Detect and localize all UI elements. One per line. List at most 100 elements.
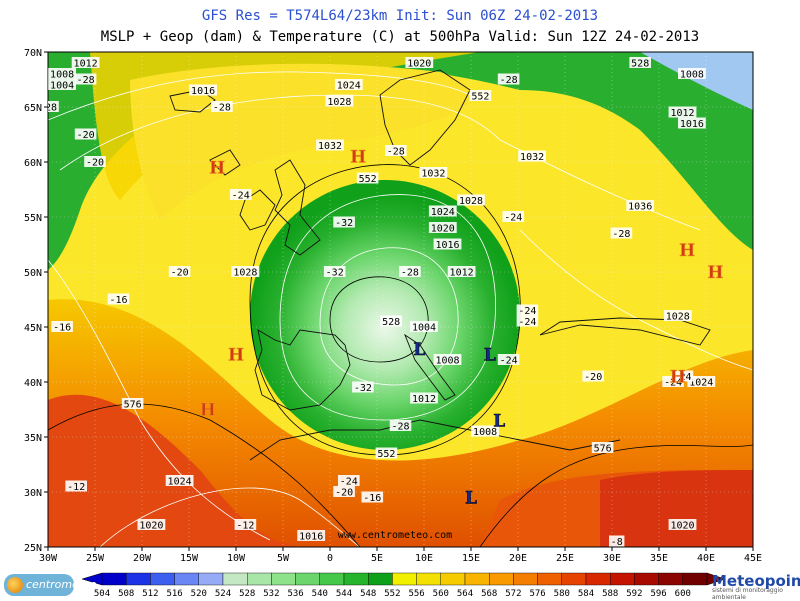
centrometeo-logo: centrometeo bbox=[4, 574, 97, 596]
lon-label: 10W bbox=[227, 553, 246, 564]
isobar-label: 1008 bbox=[435, 356, 459, 367]
isobar-label-bg bbox=[189, 84, 217, 96]
isobar-label-bg bbox=[71, 57, 100, 68]
map-fill-layer bbox=[48, 52, 753, 547]
geopotential-contours bbox=[48, 164, 753, 547]
temperature-label: -28 bbox=[391, 422, 409, 433]
temperature-label-bg bbox=[516, 304, 539, 316]
high-pressure-marker: H bbox=[228, 346, 244, 366]
temperature-label-bg bbox=[352, 381, 374, 393]
temperature-label: -20 bbox=[86, 158, 104, 169]
temperature-label: -28 bbox=[213, 103, 231, 114]
colorbar-value: 556 bbox=[408, 589, 424, 599]
temperature-label-bg bbox=[84, 156, 106, 167]
isobar-label-bg bbox=[668, 519, 697, 530]
isobar-line bbox=[99, 487, 361, 547]
meteopoint-logo: Meteopoint sistemi di monitoraggio ambie… bbox=[712, 572, 800, 601]
isobar-line bbox=[48, 259, 271, 541]
faroe-coastline bbox=[209, 149, 241, 176]
temperature-label-bg bbox=[323, 266, 346, 277]
temperature-label: -28 bbox=[500, 75, 518, 86]
isobar-label: 1028 bbox=[459, 196, 483, 207]
colorbar-swatch bbox=[150, 572, 175, 586]
lon-label: 40E bbox=[697, 553, 715, 564]
colorbar-swatch bbox=[101, 572, 127, 586]
temperature-label-bg bbox=[74, 73, 97, 85]
isobar-label-bg bbox=[471, 425, 499, 437]
colorbar-value: 584 bbox=[578, 589, 594, 599]
temperature-label: -16 bbox=[109, 295, 127, 306]
temperature-label-bg bbox=[74, 128, 97, 140]
globe-icon bbox=[7, 577, 23, 593]
lon-label: 15W bbox=[180, 553, 199, 564]
low-pressure-marker: L bbox=[493, 412, 505, 432]
warm-core-southeast bbox=[600, 470, 753, 547]
temperature-label: -20 bbox=[77, 130, 95, 141]
colorbar-value: 504 bbox=[94, 589, 110, 599]
temperature-label: -24 bbox=[340, 477, 358, 488]
temperature-label-bg bbox=[582, 370, 604, 382]
lon-label: 35E bbox=[650, 553, 668, 564]
temperature-label: -16 bbox=[53, 323, 71, 334]
lat-label: 40N bbox=[24, 378, 42, 389]
temperature-label: -32 bbox=[354, 383, 372, 394]
geopotential-label-bg bbox=[121, 398, 144, 409]
geopotential-label-bg bbox=[375, 447, 398, 459]
lat-label: 70N bbox=[24, 48, 42, 59]
coastlines bbox=[169, 69, 711, 461]
colorbar-swatch bbox=[295, 572, 321, 586]
isobar-label-bg bbox=[165, 475, 194, 486]
watermark: www.centrometeo.com bbox=[338, 530, 452, 541]
temperature-label: -28 bbox=[39, 103, 57, 114]
map-frame bbox=[47, 51, 754, 548]
temperature-label-bg bbox=[168, 266, 191, 277]
temperature-label-bg bbox=[229, 189, 252, 200]
temperature-label-bg bbox=[516, 315, 539, 327]
temperature-label: -24 bbox=[500, 356, 518, 367]
temperature-label-bg bbox=[211, 101, 233, 112]
isobar-label: 1032 bbox=[318, 141, 342, 152]
colorbar-value: 524 bbox=[215, 589, 231, 599]
temperature-label: -28 bbox=[612, 229, 630, 240]
colorbar-swatch bbox=[537, 572, 562, 586]
temperature-label-bg bbox=[361, 491, 384, 503]
isobar-line bbox=[59, 94, 701, 231]
isobar-label: 1012 bbox=[412, 394, 436, 405]
colorbar-right-arrow bbox=[706, 572, 726, 586]
colorbar-swatch bbox=[392, 572, 417, 586]
lat-label: 30N bbox=[24, 488, 42, 499]
high-pressure-marker: H bbox=[350, 148, 366, 168]
isobar-lines bbox=[48, 71, 753, 547]
britain-coastline bbox=[274, 159, 321, 256]
isobar-label-bg bbox=[325, 95, 354, 107]
colorbar-swatch bbox=[440, 572, 466, 586]
centrometeo-logo-text: centrometeo bbox=[26, 578, 97, 591]
colorbar-value: 516 bbox=[166, 589, 182, 599]
lat-label: 55N bbox=[24, 213, 42, 224]
low-pressure-marker: L bbox=[484, 346, 496, 366]
temperature-label: -8 bbox=[611, 537, 623, 548]
temperature-label-bg bbox=[333, 486, 355, 497]
isobar-label-bg bbox=[410, 321, 438, 332]
colorbar-value: 548 bbox=[360, 589, 376, 599]
temperature-label-bg bbox=[497, 354, 520, 365]
temperature-label: -24 bbox=[518, 306, 536, 317]
lon-label: 10E bbox=[415, 553, 433, 564]
isobar-label-bg bbox=[626, 200, 655, 211]
colorbar-value: 592 bbox=[626, 589, 642, 599]
colorbar-swatch bbox=[319, 572, 345, 586]
geopotential-label: 528 bbox=[631, 59, 649, 70]
isobar-label: 1024 bbox=[689, 378, 713, 389]
isobar-label-bg bbox=[668, 106, 697, 118]
colorbar-swatch bbox=[343, 572, 369, 586]
isobar-label: 1008 bbox=[50, 70, 74, 81]
temperature-label-bg bbox=[51, 321, 73, 332]
chart-title-line1: GFS Res = T574L64/23km Init: Sun 06Z 24-… bbox=[201, 8, 599, 24]
colorbar-value: 532 bbox=[263, 589, 279, 599]
isobar-label: 1012 bbox=[670, 108, 694, 119]
isobar-label: 1020 bbox=[407, 59, 431, 70]
geop-contour-576 bbox=[48, 403, 361, 547]
lon-label: 25E bbox=[556, 553, 574, 564]
colorbar: 504 508 512 516 520 524 528 532 536 540 544 548 552 5… bbox=[81, 572, 726, 599]
